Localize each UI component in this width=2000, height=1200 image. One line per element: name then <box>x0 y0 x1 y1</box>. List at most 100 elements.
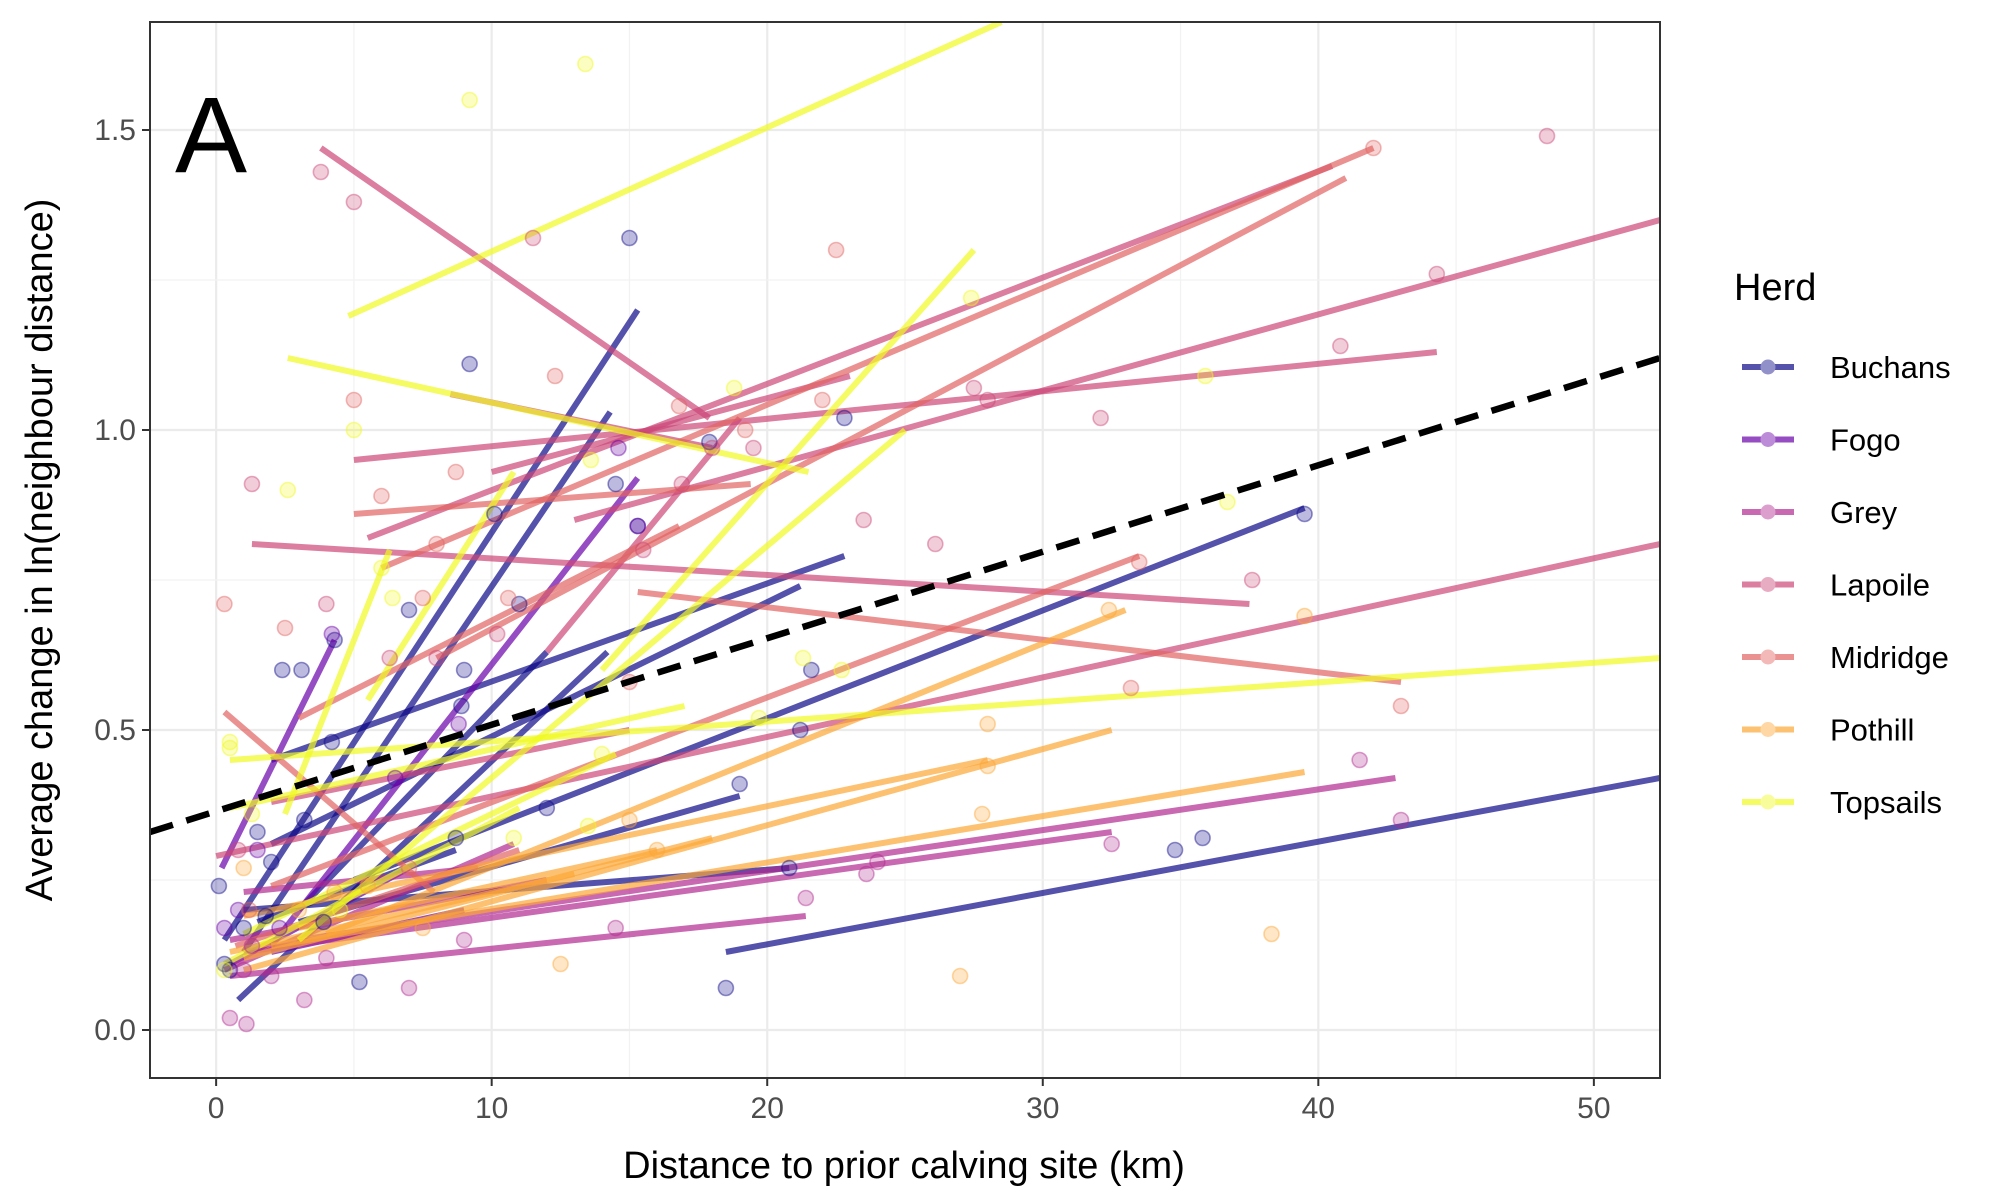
x-tick-label: 10 <box>475 1092 508 1125</box>
legend-key-point-pothill <box>1760 722 1776 737</box>
point-buchans <box>326 631 343 649</box>
point-topsails <box>794 649 812 667</box>
y-tick-label: 1.5 <box>94 114 136 147</box>
point-pothill <box>326 883 343 901</box>
point-topsails <box>461 91 478 109</box>
point-buchans <box>538 799 556 817</box>
point-pothill <box>648 841 666 859</box>
point-buchans <box>621 229 638 247</box>
point-midridge <box>827 241 845 259</box>
point-grey <box>296 991 313 1009</box>
point-midridge <box>1130 553 1148 571</box>
trend-line-grey <box>229 913 807 979</box>
point-topsails <box>345 421 363 439</box>
point-pothill <box>359 877 376 895</box>
x-tick-label: 40 <box>1302 1092 1335 1125</box>
point-pothill <box>235 859 252 877</box>
point-lapoile <box>855 511 872 529</box>
point-buchans <box>257 907 275 925</box>
point-grey <box>455 931 473 949</box>
point-lapoile <box>1538 127 1556 145</box>
point-buchans <box>731 775 748 793</box>
point-topsails <box>1197 367 1214 385</box>
point-buchans <box>221 961 239 979</box>
trend-line-pothill <box>298 847 658 931</box>
point-buchans <box>453 697 470 715</box>
point-grey <box>262 967 280 985</box>
point-topsails <box>384 589 401 607</box>
point-lapoile <box>524 229 542 247</box>
legend-label-topsails: Topsails <box>1830 785 1942 820</box>
legend-key-point-grey <box>1760 504 1776 520</box>
point-buchans <box>235 919 252 937</box>
point-buchans <box>1296 505 1313 523</box>
point-buchans <box>447 829 465 847</box>
point-buchans <box>607 475 624 493</box>
y-axis: 0.0 0.5 1.0 1.5 <box>94 114 150 1047</box>
trend-line-midridge <box>297 523 681 721</box>
trend-line-lapoile <box>573 217 1660 523</box>
point-buchans <box>210 877 228 895</box>
point-grey <box>400 979 418 997</box>
point-pothill <box>1100 601 1118 619</box>
trend-line-topsails <box>282 548 393 816</box>
point-fogo <box>629 517 647 535</box>
point-midridge <box>1122 679 1140 697</box>
point-fogo <box>610 439 627 457</box>
point-buchans <box>323 733 341 751</box>
point-pothill <box>414 919 432 937</box>
point-fogo <box>271 919 288 937</box>
point-topsails <box>243 805 261 823</box>
point-lapoile <box>1332 337 1349 355</box>
point-lapoile <box>381 649 399 667</box>
point-pothill <box>621 811 638 829</box>
x-tick-label: 0 <box>208 1092 225 1125</box>
point-buchans <box>461 355 478 373</box>
trend-line-pothill <box>242 727 1113 973</box>
point-topsails <box>373 559 390 577</box>
trend-line-topsails <box>222 805 521 967</box>
point-buchans <box>791 721 809 739</box>
x-tick-label: 20 <box>751 1092 784 1125</box>
legend-title: Herd <box>1734 267 1816 309</box>
point-lapoile <box>673 475 691 493</box>
point-grey <box>1351 751 1368 769</box>
point-lapoile <box>1092 409 1109 427</box>
point-fogo <box>249 841 266 859</box>
legend: Herd Buchans Fogo Grey Lapoile Midridge Pothi… <box>1734 267 1951 820</box>
trend-line-topsails <box>347 22 1003 319</box>
point-topsails <box>577 55 594 73</box>
trend-line-lapoile <box>366 163 1334 541</box>
point-midridge <box>1365 139 1382 157</box>
legend-label-buchans: Buchans <box>1830 350 1951 385</box>
point-topsails <box>279 481 297 499</box>
point-topsails <box>221 739 239 757</box>
point-pothill <box>1296 607 1313 625</box>
point-grey <box>607 919 624 937</box>
point-pothill <box>552 955 569 973</box>
point-buchans <box>701 433 718 451</box>
point-grey <box>797 889 815 907</box>
trend-line-buchans <box>296 649 549 913</box>
y-tick-label: 0.0 <box>94 1014 136 1047</box>
legend-items: Buchans Fogo Grey Lapoile Midridge Pothill Top… <box>1742 350 1951 820</box>
data-points <box>210 55 1556 1033</box>
point-lapoile <box>1243 571 1261 589</box>
trend-line-buchans <box>269 583 802 847</box>
trend-line-midridge <box>353 481 751 517</box>
point-grey <box>318 949 335 967</box>
panel-label: A <box>175 74 247 195</box>
point-topsails <box>331 901 349 919</box>
point-fogo <box>386 769 404 787</box>
point-midridge <box>276 619 294 637</box>
point-grey <box>869 853 886 871</box>
point-topsails <box>505 829 523 847</box>
y-axis-title: Average change in ln(neighbour distance) <box>19 199 61 902</box>
point-buchans <box>1194 829 1211 847</box>
point-lapoile <box>312 163 330 181</box>
trend-line-midridge <box>637 589 1402 685</box>
point-lapoile <box>243 475 261 493</box>
point-grey <box>1392 811 1410 829</box>
legend-key-point-midridge <box>1760 649 1776 665</box>
